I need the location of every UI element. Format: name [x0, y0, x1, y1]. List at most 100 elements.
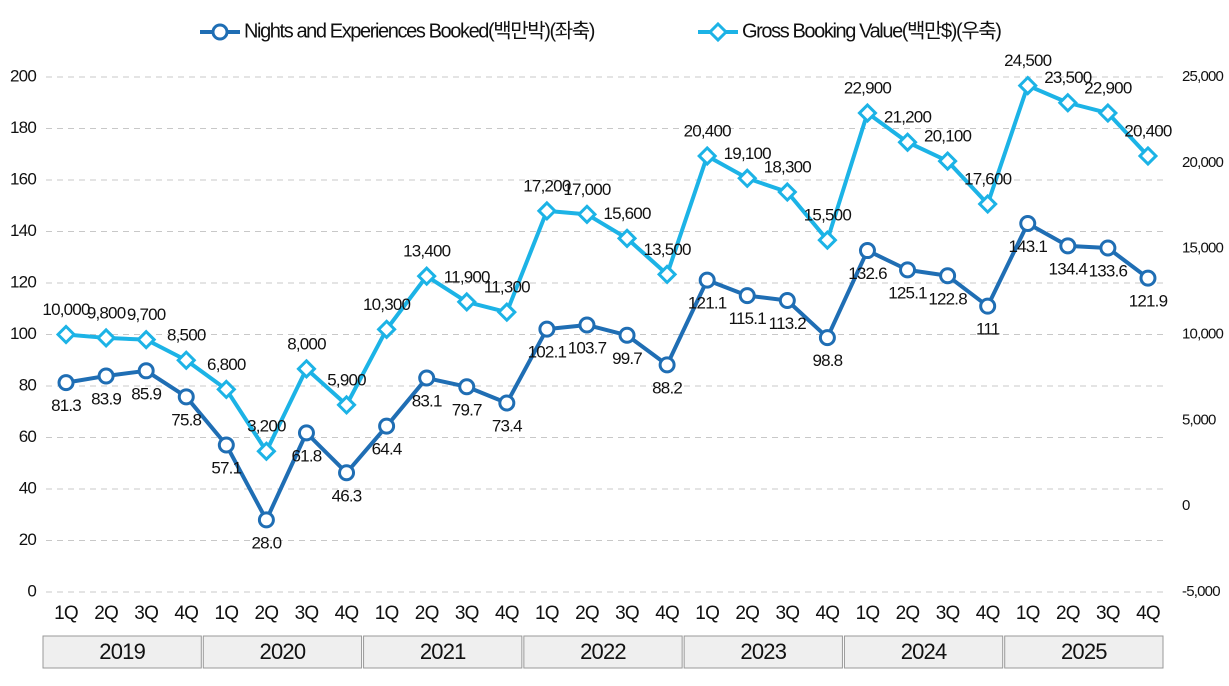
data-point	[536, 200, 558, 222]
x-tick-label: 2Q	[415, 603, 439, 624]
x-tick-label: 3Q	[134, 603, 158, 624]
x-tick-label: 3Q	[455, 603, 479, 624]
x-tick-label: 2Q	[94, 603, 118, 624]
data-point	[297, 424, 315, 442]
data-label: 85.9	[131, 384, 161, 403]
data-label: 13,400	[403, 242, 451, 261]
data-point	[257, 511, 275, 529]
year-label: 2024	[901, 639, 947, 664]
data-label: 88.2	[652, 378, 682, 397]
y-tick-label: 0	[27, 581, 36, 600]
y2-tick-label: 5,000	[1182, 411, 1216, 428]
y-tick-label: 200	[10, 66, 36, 85]
year-label: 2020	[260, 639, 306, 664]
y2-tick-label: 15,000	[1182, 240, 1224, 257]
data-point	[496, 302, 517, 323]
x-tick-label: 4Q	[976, 603, 1000, 624]
data-label: 113.2	[769, 314, 807, 333]
legend-label: Nights and Experiences Booked(백만박)(좌축)	[244, 19, 595, 42]
data-label: 75.8	[171, 410, 201, 429]
y-tick-label: 40	[19, 478, 37, 497]
data-point	[376, 319, 397, 340]
data-label: 81.3	[51, 396, 81, 415]
data-label: 111	[976, 320, 1000, 339]
data-label: 22,900	[1084, 79, 1132, 98]
data-label: 133.6	[1089, 261, 1128, 280]
y2-tick-label: -5,000	[1182, 583, 1220, 600]
year-box	[42, 635, 202, 669]
data-point	[697, 145, 718, 167]
data-point	[1059, 237, 1077, 255]
data-label: 23,500	[1044, 68, 1092, 87]
y-tick-label: 180	[10, 118, 36, 137]
data-label: 22,900	[844, 79, 892, 98]
x-tick-label: 1Q	[1016, 603, 1040, 624]
x-tick-label: 4Q	[655, 603, 679, 624]
data-label: 79.7	[452, 400, 482, 419]
data-label: 121.9	[1129, 292, 1168, 311]
legend-marker	[707, 21, 729, 43]
x-tick-label: 1Q	[375, 603, 399, 624]
data-point	[937, 150, 958, 172]
data-label: 132.6	[848, 264, 887, 283]
data-label: 11,300	[484, 278, 530, 297]
x-tick-label: 2Q	[255, 603, 279, 624]
data-point	[416, 266, 437, 287]
x-tick-label: 1Q	[214, 603, 238, 624]
data-point	[858, 242, 876, 260]
data-point	[1099, 239, 1117, 257]
x-tick-label: 2Q	[1056, 603, 1080, 624]
data-label: 134.4	[1049, 259, 1088, 278]
data-label: 18,300	[764, 158, 812, 177]
x-tick-label: 2Q	[896, 603, 920, 624]
legend-label: Gross Booking Value(백만$)(우축)	[742, 19, 1001, 42]
data-label: 15,500	[804, 206, 852, 225]
data-label: 10,300	[363, 295, 411, 314]
x-tick-label: 4Q	[335, 603, 359, 624]
data-point	[857, 102, 878, 124]
y-tick-label: 100	[10, 324, 36, 343]
data-point	[498, 394, 516, 412]
x-tick-label: 1Q	[535, 603, 559, 624]
data-point	[777, 181, 798, 203]
x-tick-label: 3Q	[775, 603, 799, 624]
data-point	[656, 264, 678, 285]
x-tick-label: 1Q	[54, 603, 78, 624]
data-point	[378, 417, 396, 435]
year-box	[1004, 635, 1164, 669]
data-point	[256, 441, 277, 462]
legend-marker	[211, 23, 229, 41]
data-point	[55, 324, 77, 345]
x-tick-label: 3Q	[1096, 603, 1120, 624]
data-point	[1139, 269, 1157, 287]
data-label: 20,400	[684, 121, 732, 140]
data-point	[698, 271, 716, 289]
data-point	[897, 132, 918, 153]
y-tick-label: 20	[19, 530, 37, 549]
data-label: 8,000	[287, 334, 326, 353]
y-tick-label: 60	[19, 427, 37, 446]
data-point	[618, 326, 636, 344]
data-point	[57, 374, 75, 392]
year-box	[363, 635, 523, 669]
data-point	[458, 378, 476, 396]
data-point	[418, 369, 436, 387]
data-point	[939, 267, 957, 285]
data-point	[1097, 102, 1119, 124]
data-point	[136, 329, 157, 350]
data-point	[177, 388, 195, 406]
year-box	[843, 635, 1004, 669]
data-point	[137, 362, 155, 380]
x-tick-label: 4Q	[174, 603, 198, 624]
year-label: 2022	[580, 639, 626, 664]
data-label: 121.1	[688, 294, 727, 313]
x-tick-label: 4Q	[1136, 603, 1160, 624]
data-point	[658, 356, 676, 374]
data-label: 9,700	[127, 305, 166, 324]
data-point	[95, 327, 117, 349]
y2-tick-label: 25,000	[1182, 68, 1224, 85]
data-point	[538, 320, 556, 338]
x-tick-label: 3Q	[936, 603, 960, 624]
data-label: 28.0	[251, 533, 281, 552]
